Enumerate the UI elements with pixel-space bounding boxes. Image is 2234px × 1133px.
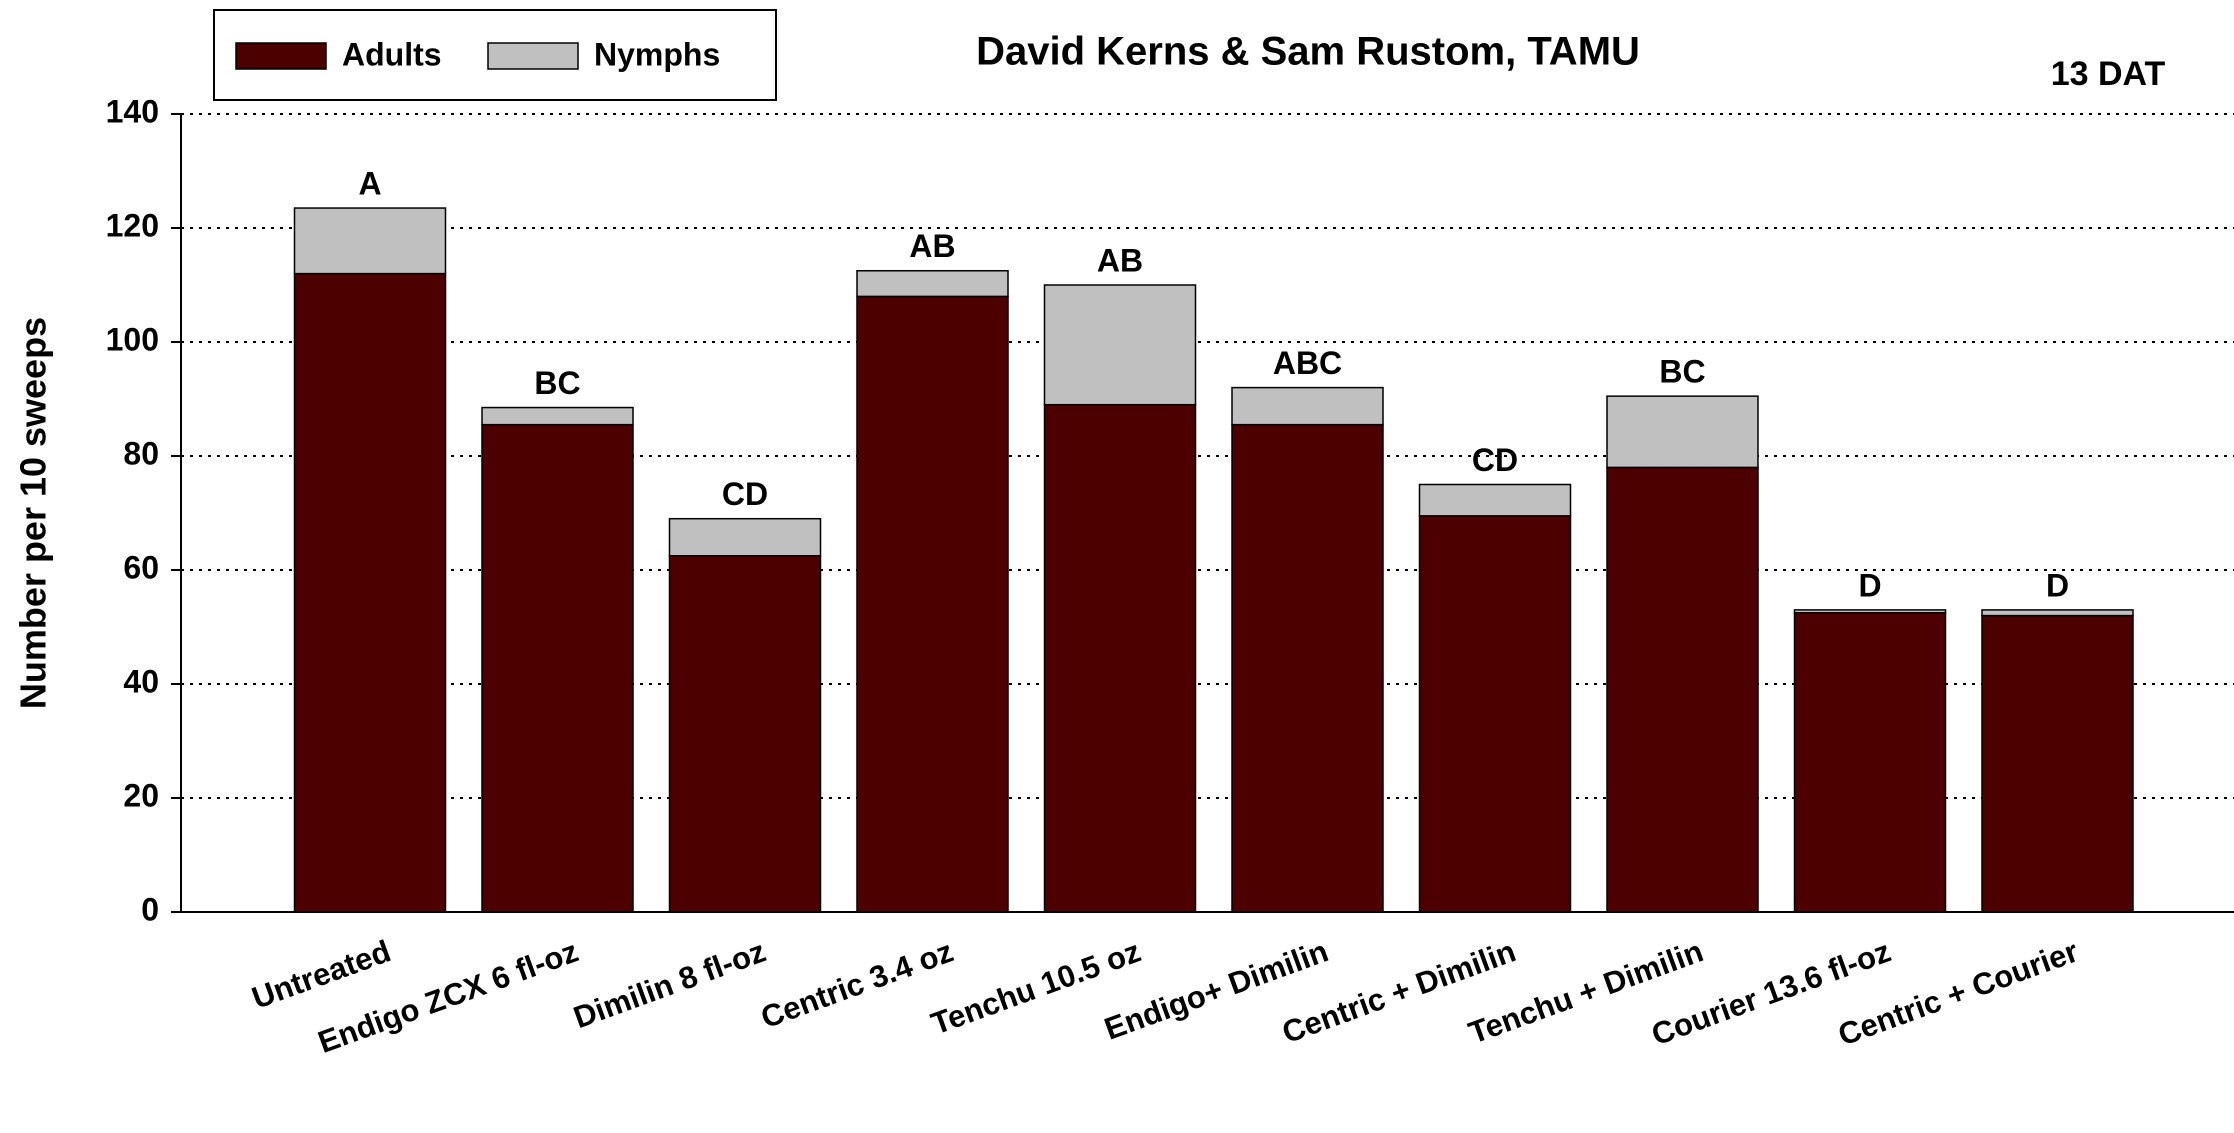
y-tick-label: 0 [141, 891, 159, 927]
bar-segment [1043, 403, 1197, 913]
y-axis-label: Number per 10 sweeps [13, 317, 54, 709]
bar-segment [1981, 614, 2134, 913]
bar-annotation: AB [909, 228, 955, 264]
chart-title: David Kerns & Sam Rustom, TAMU [976, 30, 1640, 74]
bar-segment [1418, 515, 1572, 913]
bar-annotation: AB [1097, 242, 1143, 278]
x-tick-label: Untreated [247, 933, 395, 1015]
y-tick-label: 140 [106, 93, 159, 129]
bar-segment [293, 207, 447, 275]
bar-segment [1606, 395, 1759, 469]
bar-segment [1606, 466, 1759, 913]
y-tick-label: 40 [123, 663, 159, 699]
bar-segment [481, 423, 634, 913]
legend-swatch [487, 42, 579, 70]
legend-label: Adults [342, 36, 442, 72]
legend-swatch [235, 42, 327, 70]
bar-annotation: D [2046, 567, 2069, 603]
bar-annotation: CD [1472, 442, 1518, 478]
bar-segment [1043, 284, 1197, 406]
y-tick-label: 80 [123, 435, 159, 471]
bar-segment [293, 272, 447, 913]
bar-annotation: A [358, 166, 381, 202]
bar-annotation: D [1858, 567, 1881, 603]
bar-segment [1231, 386, 1384, 426]
bar-segment [1981, 609, 2134, 617]
bar-segment [481, 406, 634, 426]
bar-segment [668, 555, 822, 913]
bar-segment [1793, 612, 1947, 913]
x-tick-label: Centric 3.4 oz [756, 933, 957, 1035]
bar-annotation: CD [722, 476, 768, 512]
bar-annotation: BC [1659, 354, 1705, 390]
x-tick-label: Dimilin 8 fl-oz [569, 933, 770, 1035]
legend-label: Nymphs [594, 36, 720, 72]
bar-segment [856, 270, 1009, 298]
bar-segment [1418, 483, 1572, 517]
y-tick-label: 100 [106, 321, 159, 357]
y-tick-label: 120 [106, 207, 159, 243]
bar-annotation: ABC [1273, 345, 1342, 381]
y-tick-label: 60 [123, 549, 159, 585]
bar-segment [1793, 609, 1947, 614]
bar-annotation: BC [534, 365, 580, 401]
bar-segment [1231, 423, 1384, 913]
chart-subtitle: 13 DAT [2051, 55, 2166, 93]
bar-segment [856, 295, 1009, 913]
y-tick-label: 20 [123, 777, 159, 813]
bar-segment [668, 517, 822, 557]
